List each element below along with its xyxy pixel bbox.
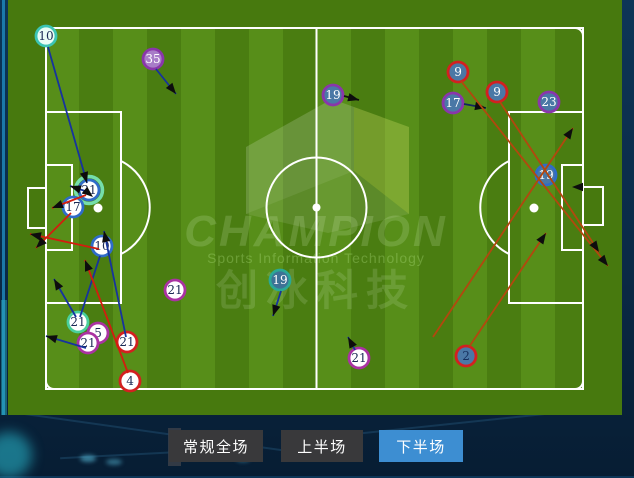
event-arrow-line <box>84 259 129 374</box>
marker-number: 21 <box>119 335 134 349</box>
field-spots <box>93 203 539 213</box>
marker-circle <box>141 47 165 71</box>
event-arrowhead <box>272 304 281 316</box>
player-marker-21[interactable]: 21 <box>115 330 139 354</box>
player-marker-21[interactable]: 21 <box>66 310 90 334</box>
event-arrow-line <box>29 233 100 250</box>
marker-number: 19 <box>272 273 287 287</box>
player-marker-35[interactable]: 35 <box>141 47 165 71</box>
marker-number: 9 <box>493 85 501 99</box>
marker-circle <box>66 310 90 334</box>
period-filter-bar: 常规全场 上半场 下半场 <box>0 430 634 462</box>
marker-number: 17 <box>65 200 80 214</box>
filter-second-half-button[interactable]: 下半场 <box>379 430 463 462</box>
watermark-brand: CHAMPION <box>184 207 448 256</box>
event-arrow-line <box>103 230 127 338</box>
event-arrow-line <box>460 80 609 267</box>
event-arrow-line <box>499 101 600 253</box>
event-arrow-line <box>79 255 101 318</box>
event-arrowhead <box>348 337 357 349</box>
marker-circle <box>446 60 470 84</box>
marker-number: 35 <box>145 52 160 66</box>
player-marker-4[interactable]: 4 <box>118 369 142 393</box>
marker-number: 9 <box>454 65 462 79</box>
event-arrowhead <box>79 171 89 183</box>
player-marker-21[interactable]: 21 <box>163 278 187 302</box>
marker-number: 10 <box>38 29 53 43</box>
marker-circle <box>268 268 292 292</box>
marker-number: 23 <box>541 95 556 109</box>
event-arrowhead <box>52 200 64 208</box>
marker-circle <box>454 344 478 368</box>
player-marker-10[interactable]: 10 <box>34 24 58 48</box>
marker-circle <box>441 91 465 115</box>
event-arrowhead <box>165 82 176 94</box>
event-arrow-line <box>47 46 88 184</box>
player-marker-17[interactable]: 17 <box>441 91 465 115</box>
event-arrowhead <box>30 232 42 241</box>
event-arrowhead <box>536 233 546 245</box>
event-arrowhead <box>589 240 599 252</box>
player-marker-21[interactable]: 21 <box>347 346 371 370</box>
filter-full-match-button[interactable]: 常规全场 <box>169 430 263 462</box>
player-marker-2[interactable]: 2 <box>454 344 478 368</box>
event-arrows <box>29 46 609 374</box>
marker-number: 19 <box>325 88 340 102</box>
watermark-brand-cjk: 创冰科技 <box>216 267 416 314</box>
player-marker-23[interactable]: 23 <box>537 90 561 114</box>
player-marker-19[interactable]: 19 <box>268 268 292 292</box>
event-arrowhead <box>36 237 47 248</box>
marker-circle <box>537 90 561 114</box>
left-edge-glow <box>1 300 7 415</box>
event-arrowhead <box>563 128 573 140</box>
player-marker-21[interactable]: 21 <box>76 331 100 355</box>
event-arrowhead <box>102 231 111 243</box>
event-arrowhead <box>54 279 64 291</box>
event-arrowhead <box>597 254 608 266</box>
event-arrowhead <box>347 93 359 102</box>
pitch-map: CHAMPION Sports Information Technology 创… <box>1 0 622 415</box>
marker-number: 17 <box>445 96 460 110</box>
player-marker-19[interactable]: 19 <box>321 83 345 107</box>
marker-circle <box>485 80 509 104</box>
marker-number: 21 <box>167 283 182 297</box>
player-markers: 10351999172319211710211921521214212 <box>34 24 561 393</box>
champion-watermark-logo: CHAMPION Sports Information Technology 创… <box>184 99 448 314</box>
event-arrowhead <box>70 185 82 194</box>
player-marker-9[interactable]: 9 <box>446 60 470 84</box>
event-arrowhead <box>81 186 93 197</box>
marker-number: 21 <box>70 315 85 329</box>
event-arrowhead <box>572 182 583 192</box>
marker-circle <box>34 24 58 48</box>
marker-circle <box>321 83 345 107</box>
player-marker-9[interactable]: 9 <box>485 80 509 104</box>
marker-number: 5 <box>94 326 102 340</box>
event-arrowhead <box>84 260 93 272</box>
filter-first-half-button[interactable]: 上半场 <box>281 430 363 462</box>
marker-number: 2 <box>462 349 470 363</box>
left-edge-highlight <box>2 0 5 415</box>
event-arrow-line <box>432 127 574 338</box>
marker-number: 21 <box>351 351 366 365</box>
marker-circle <box>163 278 187 302</box>
marker-circle <box>347 346 371 370</box>
event-arrowhead <box>46 335 58 344</box>
marker-number: 4 <box>126 374 134 388</box>
marker-circle <box>118 369 142 393</box>
event-arrow-line <box>468 232 547 348</box>
marker-number: 21 <box>80 336 95 350</box>
